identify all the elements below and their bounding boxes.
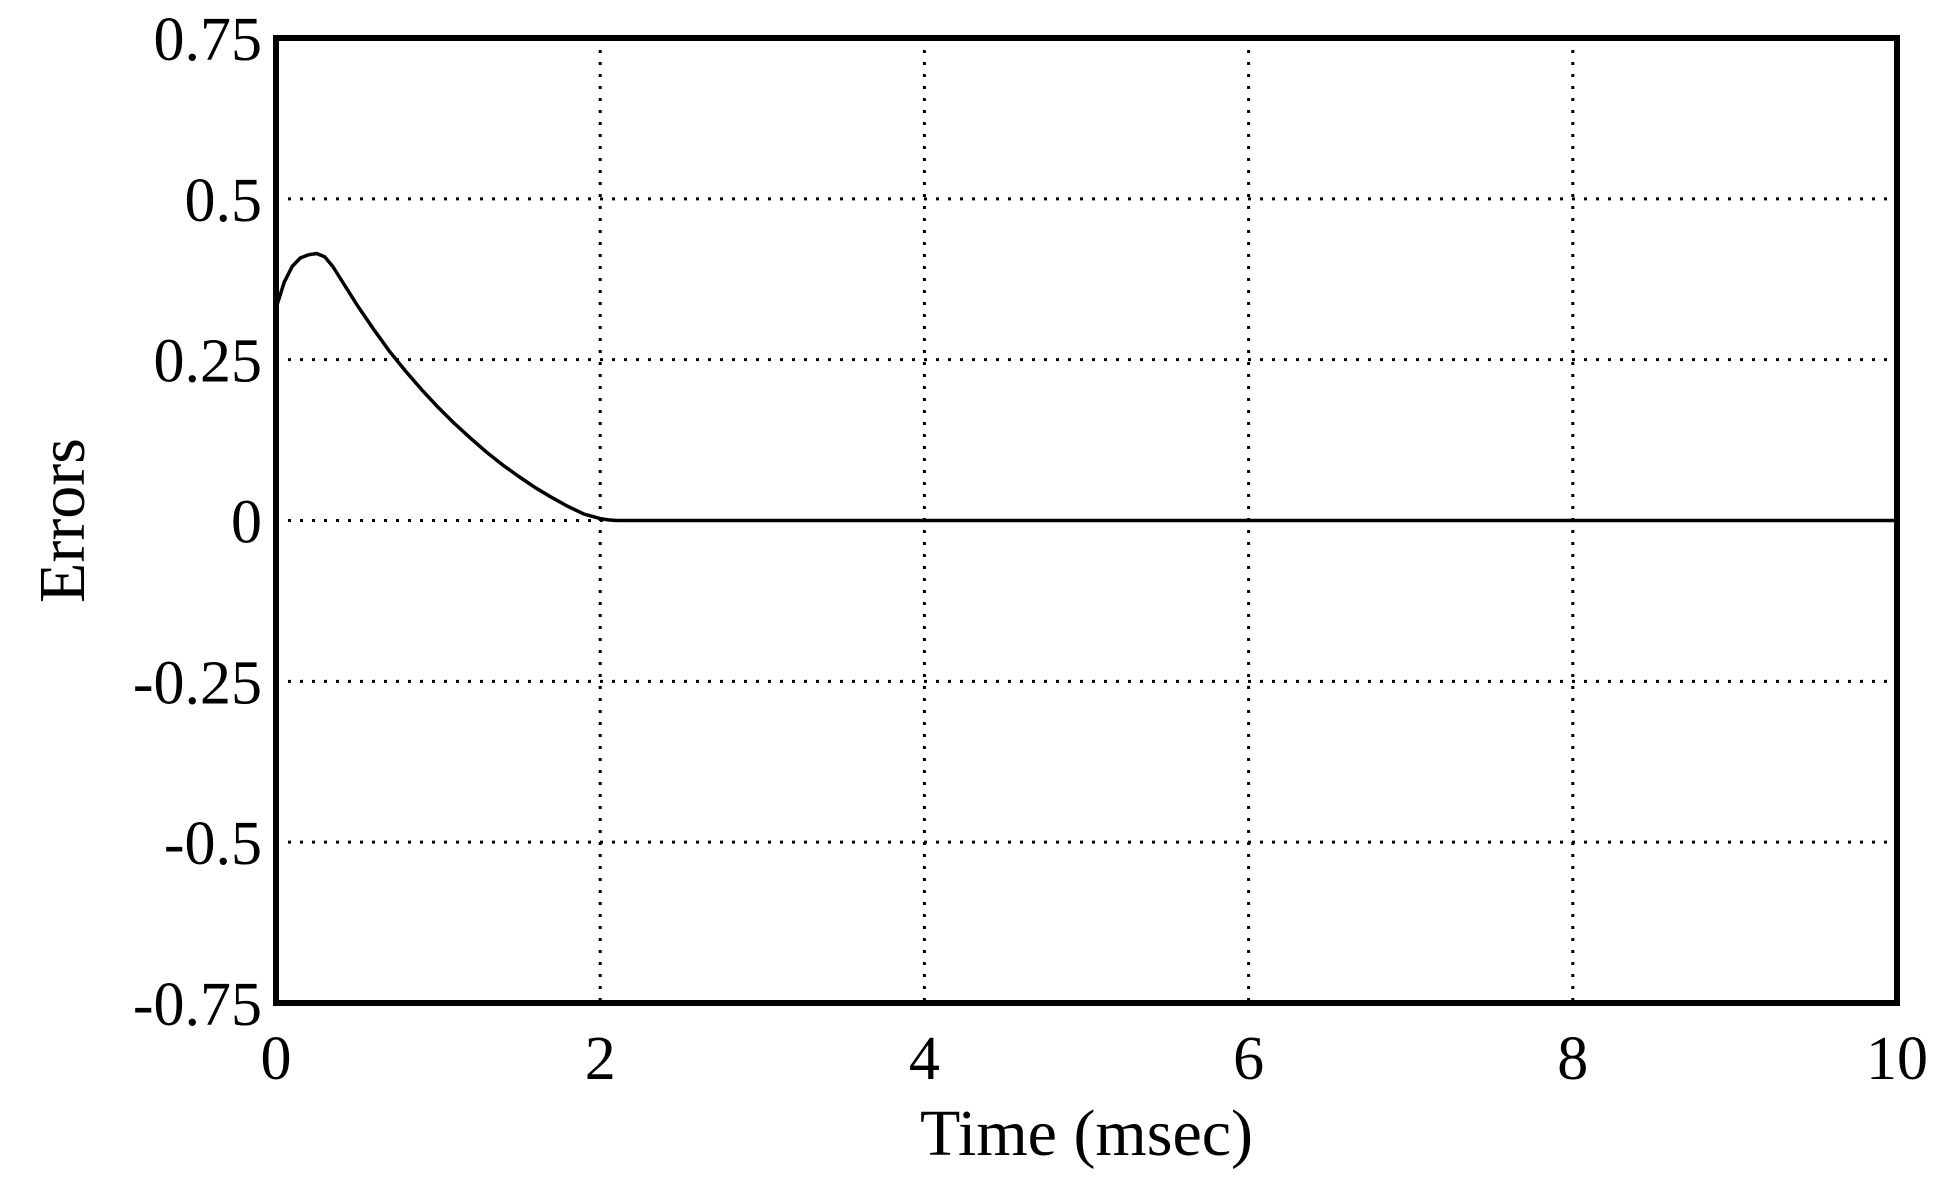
plot-frame — [273, 35, 1900, 1006]
y-tick-label: -0.25 — [133, 649, 262, 717]
x-tick-label: 0 — [261, 1025, 292, 1093]
x-tick-label: 8 — [1557, 1025, 1588, 1093]
series-line-1 — [274, 251, 1897, 523]
x-axis-ticks: 0 2 4 6 8 10 — [261, 1025, 1929, 1093]
y-tick-label: 0 — [231, 489, 262, 557]
x-tick-label: 10 — [1866, 1025, 1928, 1093]
x-tick-label: 2 — [585, 1025, 616, 1093]
x-axis-label: Time (msec) — [920, 1097, 1253, 1170]
y-tick-label: -0.75 — [133, 971, 262, 1039]
x-tick-label: 6 — [1233, 1025, 1264, 1093]
y-tick-label: 0.25 — [154, 328, 263, 396]
y-tick-label: 0.75 — [154, 6, 263, 74]
y-tick-label: -0.5 — [164, 810, 262, 878]
y-axis-ticks: 0.75 0.5 0.25 0 -0.25 -0.5 -0.75 — [133, 6, 262, 1039]
series-layer — [274, 251, 1897, 523]
x-tick-label: 4 — [909, 1025, 940, 1093]
y-tick-label: 0.5 — [185, 167, 263, 235]
y-axis-label: Errors — [26, 438, 99, 603]
